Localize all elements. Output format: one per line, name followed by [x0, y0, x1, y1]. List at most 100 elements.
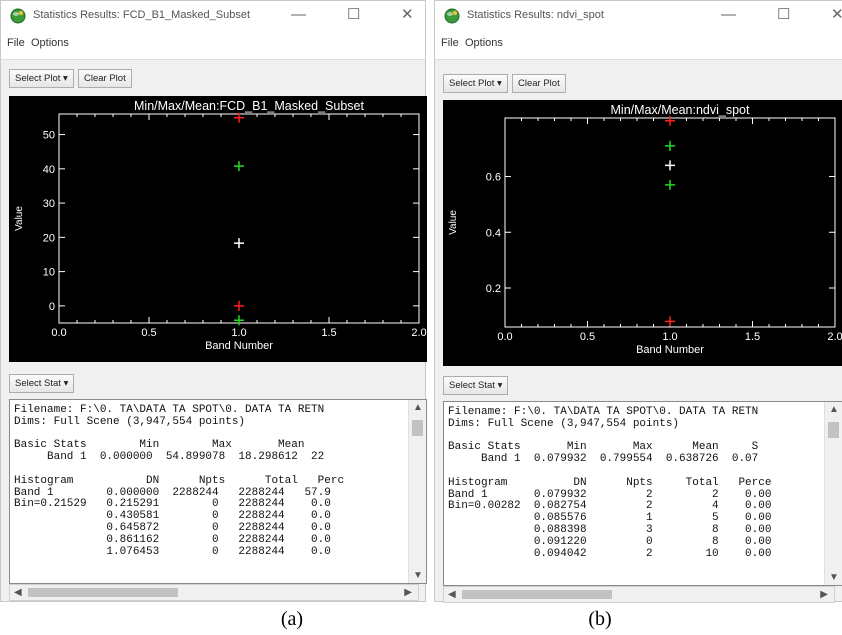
x-axis-label: Band Number	[205, 340, 273, 352]
window-title: Statistics Results: ndvi_spot	[467, 9, 604, 21]
minimize-icon[interactable]: —	[721, 6, 736, 23]
scroll-up-icon[interactable]: ▲	[829, 404, 839, 415]
stats-line: Histogram DN Npts Total Perce	[448, 476, 772, 489]
x-tick-label: 1.0	[231, 327, 246, 339]
scroll-left-icon[interactable]: ◀	[448, 589, 456, 600]
menu-options[interactable]: Options	[465, 37, 503, 49]
select-plot-button[interactable]: Select Plot ▾	[443, 74, 508, 93]
plot-point-min	[665, 316, 675, 327]
select-stat-button[interactable]: Select Stat ▾	[443, 376, 509, 395]
y-tick-label: 0.4	[486, 227, 501, 239]
stats-line: Filename: F:\0. TA\DATA TA SPOT\0. DATA …	[448, 406, 759, 418]
figure-caption-b: (b)	[588, 608, 612, 630]
plot-point-mean-std	[665, 179, 675, 190]
stats-line: Band 1 0.079932 0.799554 0.638726 0.07	[448, 453, 759, 466]
clear-plot-button[interactable]: Clear Plot	[78, 69, 132, 88]
scroll-right-icon[interactable]: ▶	[404, 587, 412, 598]
x-tick-label: 0.0	[497, 331, 512, 343]
y-tick-label: 50	[43, 130, 55, 142]
vertical-scrollbar[interactable]: ▲ ▼	[408, 400, 426, 583]
figure-caption-a: (a)	[280, 608, 304, 630]
minimize-icon[interactable]: —	[291, 6, 306, 23]
stats-line: 0.088398 3 8 0.00	[448, 524, 772, 536]
maximize-icon[interactable]: ☐	[347, 6, 361, 23]
x-tick-label: 1.5	[745, 331, 760, 343]
scroll-thumb[interactable]	[28, 588, 178, 597]
stats-plot-b: Min/Max/Mean:ndvi_spot 0.0 0.5 1.0 1.5 2.0 0.2…	[443, 100, 842, 366]
x-tick-label: 1.0	[662, 331, 677, 343]
stats-window-b: Statistics Results: ndvi_spot — ☐ ✕ File…	[434, 0, 842, 603]
menu-bar: File Options	[435, 31, 842, 60]
plot-canvas-a: Min/Max/Mean:FCD_B1_Masked_Subset 0.0 0.5 1…	[14, 99, 427, 352]
y-axis-label: Value	[448, 210, 459, 235]
x-axis-label: Band Number	[636, 344, 704, 356]
scroll-down-icon[interactable]: ▼	[413, 570, 423, 581]
y-tick-label: 40	[43, 164, 55, 176]
stats-line: Filename: F:\0. TA\DATA TA SPOT\0. DATA …	[14, 404, 325, 416]
menu-bar: File Options	[1, 31, 425, 60]
y-tick-label: 0	[49, 301, 55, 313]
x-tick-label: 0.5	[141, 327, 156, 339]
close-icon[interactable]: ✕	[401, 6, 414, 23]
stats-line: Basic Stats Min Max Mean S	[448, 441, 759, 454]
stats-line: 0.861162 0 2288244 0.0	[14, 533, 331, 546]
app-globe-icon	[444, 8, 460, 24]
stats-line: Dims: Full Scene (3,947,554 points)	[448, 417, 680, 430]
stats-window-a: Statistics Results: FCD_B1_Masked_Subset…	[0, 0, 427, 602]
stats-line: Band 1 0.079932 2 2 0.00	[448, 488, 772, 501]
stats-line: Band 1 0.000000 54.899078 18.298612 22	[14, 451, 325, 464]
stats-line: Bin=0.21529 0.215291 0 2288244 0.0	[14, 498, 331, 511]
window-title: Statistics Results: FCD_B1_Masked_Subset	[33, 9, 251, 21]
plot-point-max	[234, 112, 244, 123]
select-plot-button[interactable]: Select Plot ▾	[9, 69, 74, 88]
plot-point-min	[234, 300, 244, 311]
stats-line: 0.430581 0 2288244 0.0	[14, 510, 331, 523]
horizontal-scrollbar[interactable]: ◀ ▶	[9, 584, 419, 601]
scroll-thumb[interactable]	[828, 422, 839, 438]
scroll-up-icon[interactable]: ▲	[413, 402, 423, 413]
stats-line: Dims: Full Scene (3,947,554 points)	[14, 415, 246, 428]
y-tick-label: 10	[43, 267, 55, 279]
title-bar[interactable]: Statistics Results: FCD_B1_Masked_Subset…	[1, 1, 425, 31]
plot-title: Min/Max/Mean:ndvi_spot	[611, 103, 750, 117]
x-tick-label: 0.5	[580, 331, 595, 343]
title-bar[interactable]: Statistics Results: ndvi_spot — ☐ ✕	[435, 1, 842, 31]
scroll-thumb[interactable]	[462, 590, 612, 599]
stats-text-area-a[interactable]: ▲ ▼ Filename: F:\0. TA\DATA TA SPOT\0. D…	[9, 399, 427, 584]
menu-file[interactable]: File	[441, 37, 459, 49]
stats-line: 0.091220 0 8 0.00	[448, 535, 772, 548]
plot-point-max	[665, 115, 675, 126]
select-stat-button[interactable]: Select Stat ▾	[9, 374, 75, 393]
horizontal-scrollbar[interactable]: ◀ ▶	[443, 586, 835, 603]
stats-line: Band 1 0.000000 2288244 2288244 57.9	[14, 486, 331, 499]
stats-line: Bin=0.00282 0.082754 2 4 0.00	[448, 500, 772, 513]
stats-text-area-b[interactable]: ▲ ▼ Filename: F:\0. TA\DATA TA SPOT\0. D…	[443, 401, 842, 586]
stats-line: Basic Stats Min Max Mean	[14, 439, 305, 452]
plot-frame	[58, 113, 420, 324]
plot-canvas-b: Min/Max/Mean:ndvi_spot 0.0 0.5 1.0 1.5 2.0 0.2…	[448, 103, 842, 356]
close-icon[interactable]: ✕	[831, 6, 842, 23]
stats-line: 0.094042 2 10 0.00	[448, 547, 772, 560]
scroll-right-icon[interactable]: ▶	[820, 589, 828, 600]
stats-line: Histogram DN Npts Total Perc	[14, 474, 345, 487]
y-tick-label: 0.6	[486, 172, 501, 184]
x-tick-label: 2.0	[411, 327, 426, 339]
plot-point-max-std	[234, 161, 244, 172]
maximize-icon[interactable]: ☐	[777, 6, 791, 23]
scroll-thumb[interactable]	[412, 420, 423, 436]
scroll-down-icon[interactable]: ▼	[829, 572, 839, 583]
y-tick-label: 0.2	[486, 283, 501, 295]
plot-point-mean-std	[234, 315, 244, 326]
menu-options[interactable]: Options	[31, 37, 69, 49]
stats-line: 0.645872 0 2288244 0.0	[14, 522, 331, 534]
x-tick-label: 1.5	[321, 327, 336, 339]
clear-plot-button[interactable]: Clear Plot	[512, 74, 566, 93]
plot-point-max-std	[665, 140, 675, 151]
menu-file[interactable]: File	[7, 37, 25, 49]
x-tick-label: 0.0	[51, 327, 66, 339]
plot-title: Min/Max/Mean:FCD_B1_Masked_Subset	[134, 99, 364, 113]
vertical-scrollbar[interactable]: ▲ ▼	[824, 402, 842, 585]
scroll-left-icon[interactable]: ◀	[14, 587, 22, 598]
x-tick-label: 2.0	[827, 331, 842, 343]
plot-point-mean	[234, 238, 244, 249]
